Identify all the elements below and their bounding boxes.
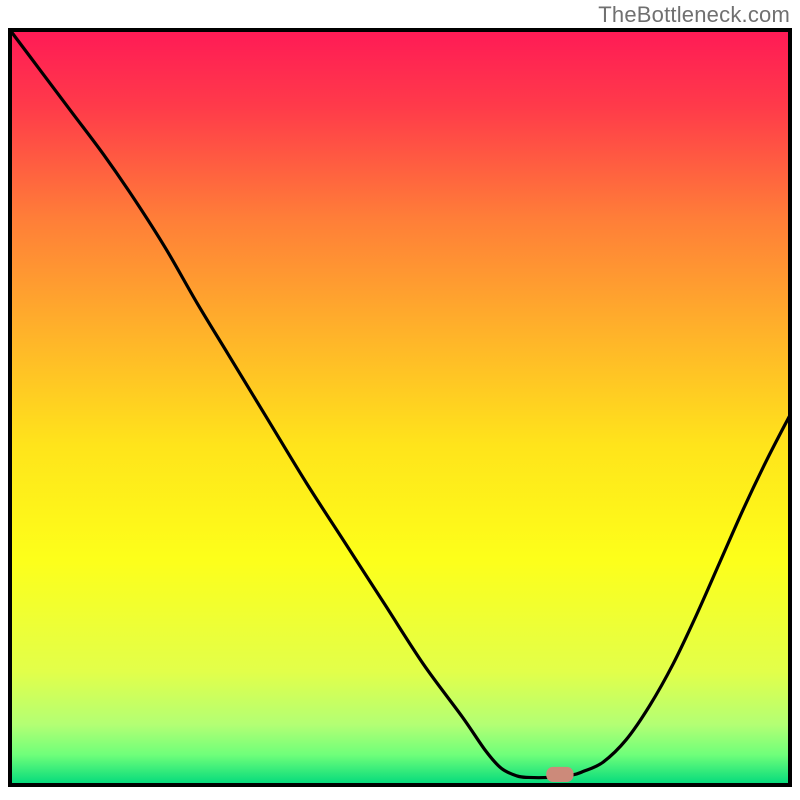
bottleneck-chart <box>0 0 800 800</box>
optimal-point-marker <box>546 767 573 782</box>
watermark-text: TheBottleneck.com <box>598 2 790 28</box>
chart-container: { "meta": { "watermark": "TheBottleneck.… <box>0 0 800 800</box>
chart-background-gradient <box>10 30 790 785</box>
